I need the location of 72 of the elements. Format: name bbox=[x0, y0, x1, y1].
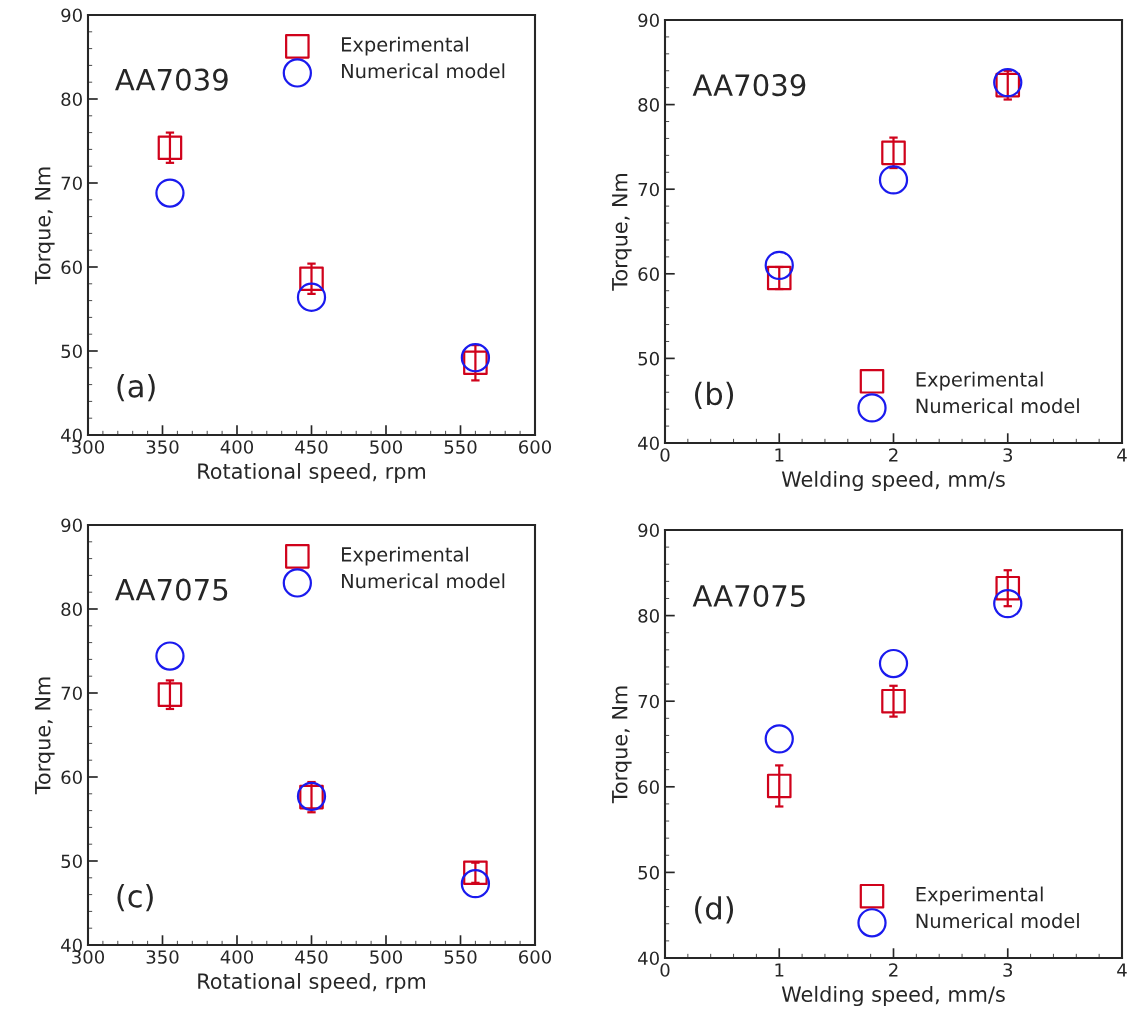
y-tick-label: 90 bbox=[638, 523, 659, 538]
y-tick-label: 80 bbox=[638, 98, 659, 112]
y-tick-label: 80 bbox=[638, 609, 659, 623]
x-tick-label: 3 bbox=[1003, 448, 1013, 462]
x-tick-label: 450 bbox=[295, 950, 328, 964]
x-tick-label: 500 bbox=[370, 950, 403, 964]
y-tick-label: 40 bbox=[638, 951, 659, 966]
annotation: (b) bbox=[695, 381, 734, 409]
y-tick-label: 60 bbox=[638, 780, 659, 794]
x-axis-title: Welding speed, mm/s bbox=[781, 985, 1005, 1007]
legend-label: Numerical model bbox=[342, 573, 505, 589]
legend-label: Experimental bbox=[342, 36, 468, 56]
y-tick-label: 40 bbox=[638, 436, 659, 451]
y-tick-label: 40 bbox=[61, 938, 82, 953]
annotation: AA7075 bbox=[115, 578, 228, 601]
annotation: AA7039 bbox=[692, 74, 806, 97]
x-tick-label: 550 bbox=[444, 950, 477, 964]
annotation: AA7075 bbox=[692, 584, 805, 607]
x-tick-label: 400 bbox=[220, 440, 254, 454]
x-tick-label: 2 bbox=[889, 448, 898, 462]
x-tick-label: 4 bbox=[1117, 963, 1127, 977]
y-tick-label: 50 bbox=[638, 351, 659, 366]
x-tick-label: 2 bbox=[889, 963, 898, 977]
legend-label: Experimental bbox=[916, 371, 1043, 391]
x-tick-label: 1 bbox=[775, 963, 784, 977]
legend-label: Numerical model bbox=[916, 913, 1079, 929]
y-tick-label: 60 bbox=[61, 770, 82, 785]
y-tick-label: 50 bbox=[61, 344, 82, 359]
x-axis-title: Rotational speed, rpm bbox=[198, 462, 426, 484]
x-tick-label: 600 bbox=[519, 440, 552, 454]
x-tick-label: 350 bbox=[146, 950, 179, 964]
x-tick-label: 400 bbox=[220, 950, 254, 964]
x-tick-label: 350 bbox=[146, 440, 179, 454]
y-tick-label: 80 bbox=[61, 602, 82, 617]
x-tick-label: 0 bbox=[660, 963, 670, 977]
y-tick-label: 70 bbox=[61, 686, 82, 701]
x-tick-label: 500 bbox=[370, 440, 403, 454]
x-tick-label: 4 bbox=[1117, 448, 1127, 462]
annotation: AA7039 bbox=[115, 68, 228, 91]
y-axis-title: Torque, Nm bbox=[612, 686, 632, 804]
x-axis-title: Welding speed, mm/s bbox=[781, 470, 1005, 492]
y-axis-title: Torque, Nm bbox=[35, 677, 55, 795]
annotation: (c) bbox=[117, 884, 153, 912]
legend-label: Experimental bbox=[342, 546, 468, 566]
x-tick-label: 600 bbox=[519, 950, 552, 964]
x-axis-title: Rotational speed, rpm bbox=[198, 972, 426, 994]
legend-label: Numerical model bbox=[342, 63, 505, 79]
y-tick-label: 60 bbox=[638, 267, 659, 281]
y-tick-label: 60 bbox=[61, 260, 82, 275]
y-tick-label: 70 bbox=[638, 182, 659, 197]
annotation: (d) bbox=[695, 896, 734, 924]
y-tick-label: 50 bbox=[61, 854, 82, 869]
legend-label: Numerical model bbox=[916, 398, 1079, 414]
y-axis-title: Torque, Nm bbox=[35, 167, 55, 285]
legend-label: Experimental bbox=[916, 886, 1043, 906]
x-tick-label: 0 bbox=[660, 448, 670, 462]
annotation: (a) bbox=[117, 374, 155, 402]
x-tick-label: 300 bbox=[72, 440, 105, 454]
y-tick-label: 90 bbox=[61, 518, 82, 533]
y-tick-label: 80 bbox=[61, 92, 82, 107]
y-tick-label: 90 bbox=[638, 13, 659, 28]
y-axis-title: Torque, Nm bbox=[612, 174, 632, 291]
x-tick-label: 3 bbox=[1003, 963, 1013, 977]
x-tick-label: 450 bbox=[295, 440, 328, 454]
y-tick-label: 90 bbox=[61, 8, 82, 23]
x-tick-label: 550 bbox=[444, 440, 477, 454]
y-tick-label: 70 bbox=[61, 176, 82, 191]
y-tick-label: 70 bbox=[638, 694, 659, 709]
y-tick-label: 50 bbox=[638, 865, 659, 880]
x-tick-label: 1 bbox=[775, 448, 784, 462]
y-tick-label: 40 bbox=[61, 428, 82, 443]
x-tick-label: 300 bbox=[72, 950, 105, 964]
